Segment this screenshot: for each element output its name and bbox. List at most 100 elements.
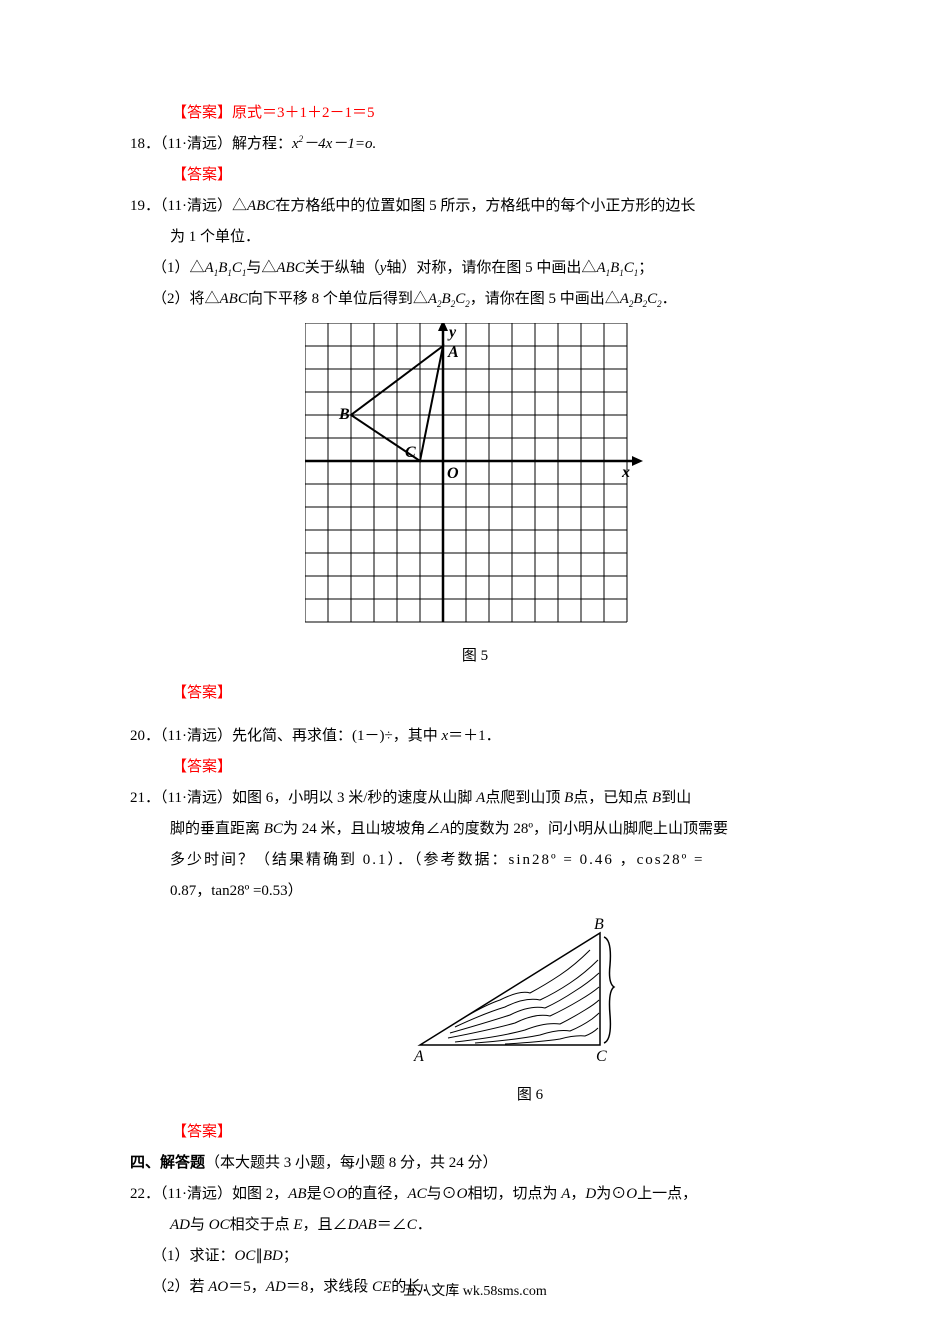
q22-l2-c: ，且∠ [303, 1217, 348, 1233]
q21-l2-b: 为 24 米，且山坡坡角∠ [283, 821, 441, 837]
figure-5-caption: 图 5 [130, 643, 820, 670]
q22-ac: AC [407, 1186, 426, 1202]
question-21-line1: 21．（11·清远）如图 6，小明以 3 米/秒的速度从山脚 A点爬到山顶 B点… [130, 785, 820, 812]
answer-label-21: 【答案】 [172, 1124, 232, 1140]
q19-tri: △ [232, 198, 247, 214]
svg-text:A: A [413, 1048, 424, 1065]
q19-abc-3: ABC [220, 291, 248, 307]
q21-l3: 多少时间？（结果精确到 0.1）．（参考数据：sin28º = 0.46 ，co… [170, 852, 704, 868]
q21-num: 21． [130, 790, 160, 806]
q21-text-b: 点爬到山顶 [485, 790, 564, 806]
q22-oc: OC [209, 1217, 230, 1233]
q22-a: 如图 2， [232, 1186, 288, 1202]
q22-g: 为⊙ [596, 1186, 626, 1202]
q21-a2: A [440, 821, 449, 837]
q19-a2b2c2-1: A2B2C2 [428, 291, 470, 307]
q21-l2-c: 的度数为 28º，问小明从山脚爬上山顶需要 [450, 821, 728, 837]
q19-src: （11·清远） [160, 198, 232, 214]
q20-text-b: ＝＋1． [448, 728, 501, 744]
q22-h: 上一点， [637, 1186, 697, 1202]
q21-l2-a: 脚的垂直距离 [170, 821, 264, 837]
q22-ad: AD [170, 1217, 190, 1233]
q19-sub1-b: 与△ [246, 260, 276, 276]
q22-o2: O [457, 1186, 468, 1202]
q22-o3: O [626, 1186, 637, 1202]
q19-sub1-e: ； [638, 260, 653, 276]
q22-num: 22． [130, 1186, 160, 1202]
svg-text:B: B [594, 916, 604, 933]
q22-sub1-b: ； [283, 1248, 298, 1264]
answer-label-19: 【答案】 [172, 685, 232, 701]
q22-sub1-a: （1）求证： [152, 1248, 235, 1264]
q19-sub2-c: ，请你在图 5 中画出△ [470, 291, 620, 307]
q19-num: 19． [130, 198, 160, 214]
q22-parallel-icon: ∥ [255, 1248, 263, 1264]
question-21-line2: 脚的垂直距离 BC为 24 米，且山坡坡角∠A的度数为 28º，问小明从山脚爬上… [130, 816, 820, 843]
q19-a2b2c2-2: A2B2C2 [620, 291, 662, 307]
footer-text: 五八文库 wk.58sms.com [403, 1284, 547, 1299]
q22-l2-b: 相交于点 [230, 1217, 294, 1233]
q22-e: 相切，切点为 [467, 1186, 561, 1202]
question-19-line2: 为 1 个单位． [130, 224, 820, 251]
q18-equation: x2－4x－1=o. [292, 136, 376, 152]
q21-b2: B [652, 790, 661, 806]
answer-19: 【答案】 [130, 680, 820, 707]
question-22-line2: AD与 OC相交于点 E，且∠DAB＝∠C． [130, 1212, 820, 1239]
q19-sub2-b: 向下平移 8 个单位后得到△ [248, 291, 428, 307]
q18-num: 18． [130, 136, 160, 152]
q21-bc: BC [264, 821, 283, 837]
q22-l2-a: 与 [190, 1217, 209, 1233]
q21-l4: 0.87，tan28º =0.53） [170, 883, 303, 899]
q22-c: 的直径， [347, 1186, 407, 1202]
q18-src: （11·清远） [160, 136, 232, 152]
svg-text:A: A [447, 344, 459, 361]
q21-src: （11·清远） [160, 790, 232, 806]
q22-oc2: OC [235, 1248, 256, 1264]
figure-5-grid: y x O A B C [305, 323, 645, 631]
q22-src: （11·清远） [160, 1186, 232, 1202]
answer-label-20: 【答案】 [172, 759, 232, 775]
q20-text-a: 先化简、再求值：(1－)÷，其中 [232, 728, 441, 744]
q19-sub2-a: （2）将△ [152, 291, 220, 307]
section-4-title: 四、解答题 [130, 1155, 205, 1171]
answer-17: 【答案】原式＝3＋1＋2－1＝5 [130, 100, 820, 127]
q22-d: 与⊙ [427, 1186, 457, 1202]
q20-num: 20． [130, 728, 160, 744]
question-19-line1: 19．（11·清远）△ABC在方格纸中的位置如图 5 所示，方格纸中的每个小正方… [130, 193, 820, 220]
q19-abc-2: ABC [276, 260, 304, 276]
q21-text-d: 到山 [661, 790, 691, 806]
q21-a1: A [476, 790, 485, 806]
answer-content-17: 原式＝3＋1＋2－1＝5 [232, 105, 375, 121]
q20-src: （11·清远） [160, 728, 232, 744]
q19-a1b1c1-1: A1B1C1 [205, 260, 247, 276]
q22-c1: C [407, 1217, 417, 1233]
q22-o1: O [337, 1186, 348, 1202]
q21-text-c: 点，已知点 [573, 790, 652, 806]
q19-text-c: 为 1 个单位． [170, 229, 260, 245]
q19-text-b: 在方格纸中的位置如图 5 所示，方格纸中的每个小正方形的边长 [275, 198, 695, 214]
q19-sub1-a: （1）△ [152, 260, 205, 276]
q18-text: 解方程： [232, 136, 292, 152]
question-22-line1: 22．（11·清远）如图 2，AB是⊙O的直径，AC与⊙O相切，切点为 A，D为… [130, 1181, 820, 1208]
question-21-line3: 多少时间？（结果精确到 0.1）．（参考数据：sin28º = 0.46 ，co… [130, 847, 820, 874]
q22-l2-e: ． [417, 1217, 432, 1233]
q22-b: 是⊙ [307, 1186, 337, 1202]
q22-e1: E [293, 1217, 302, 1233]
q19-sub1-d: 轴）对称，请你在图 5 中画出△ [386, 260, 596, 276]
q19-abc: ABC [247, 198, 275, 214]
question-19-sub2: （2）将△ABC向下平移 8 个单位后得到△A2B2C2，请你在图 5 中画出△… [130, 286, 820, 313]
page-footer: 五八文库 wk.58sms.com [0, 1279, 950, 1304]
answer-label-18: 【答案】 [172, 167, 232, 183]
question-18: 18．（11·清远）解方程：x2－4x－1=o. [130, 131, 820, 158]
q22-f: ， [570, 1186, 585, 1202]
q22-d1: D [585, 1186, 596, 1202]
svg-text:O: O [447, 465, 459, 482]
q21-b1: B [564, 790, 573, 806]
section-4-header: 四、解答题（本大题共 3 小题，每小题 8 分，共 24 分） [130, 1150, 820, 1177]
figure-6-caption: 图 6 [240, 1082, 820, 1109]
q21-text-a: 如图 6，小明以 3 米/秒的速度从山脚 [232, 790, 476, 806]
svg-text:x: x [621, 464, 630, 481]
q22-l2-d: ＝∠ [377, 1217, 407, 1233]
answer-21: 【答案】 [130, 1119, 820, 1146]
figure-5-container: y x O A B C 图 5 [130, 323, 820, 670]
